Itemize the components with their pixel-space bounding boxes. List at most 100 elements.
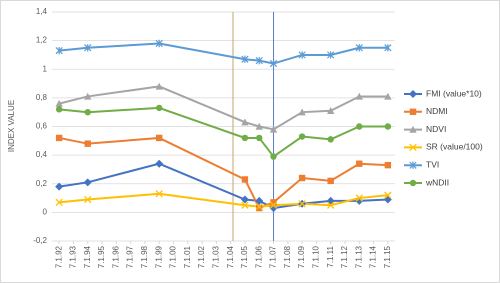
x-tick-label: 7.1.93 <box>69 245 78 268</box>
marker <box>384 44 392 52</box>
x-tick-label: 7.1.97 <box>126 245 135 268</box>
x-tick-label: 7.1.09 <box>297 245 306 268</box>
marker <box>409 143 417 152</box>
legend-text: NDVI <box>426 124 446 134</box>
marker <box>298 174 306 182</box>
y-tick-label: 1 <box>43 64 48 73</box>
y-tick-label: 0 <box>43 207 48 216</box>
marker <box>55 106 63 113</box>
x-tick-label: 7.1.04 <box>226 245 235 268</box>
marker <box>326 107 335 114</box>
marker <box>241 134 249 142</box>
series-line <box>59 192 388 208</box>
x-tick-label: 7.1.12 <box>340 245 349 268</box>
marker <box>241 55 249 63</box>
marker <box>270 153 277 160</box>
marker <box>84 92 92 100</box>
marker <box>384 191 392 199</box>
legend-text: wNDII <box>425 177 449 187</box>
marker <box>155 134 163 142</box>
marker <box>155 39 163 48</box>
x-tick-label: 7.1.07 <box>269 245 278 268</box>
y-axis-label: INDEX VALUE <box>7 100 16 152</box>
marker <box>298 200 306 208</box>
x-tick-label: 7.1.95 <box>97 245 106 268</box>
marker <box>409 90 417 98</box>
marker <box>269 201 278 209</box>
marker <box>355 194 363 202</box>
marker <box>155 159 164 168</box>
marker <box>298 133 306 140</box>
marker <box>355 92 363 100</box>
marker <box>355 196 364 205</box>
marker <box>409 108 417 115</box>
marker <box>241 201 249 209</box>
x-tick-label: 7.1.96 <box>111 245 120 268</box>
y-tick-label: 1,2 <box>36 36 48 45</box>
series-line <box>59 42 388 65</box>
marker <box>240 195 249 204</box>
marker <box>241 176 249 183</box>
x-tick-label: 7.1.06 <box>254 245 263 268</box>
marker <box>255 196 264 205</box>
marker <box>327 51 335 59</box>
x-tick-label: 7.1.03 <box>211 245 220 268</box>
marker <box>84 140 91 147</box>
marker <box>298 51 306 59</box>
marker <box>409 125 417 133</box>
marker <box>269 59 278 68</box>
marker <box>55 99 63 107</box>
marker <box>355 44 363 52</box>
x-tick-label: 7.1.14 <box>369 245 378 268</box>
y-tick-label: 0,2 <box>36 179 48 188</box>
y-tick-label: 1,4 <box>36 7 48 16</box>
x-tick-label: 7.1.10 <box>312 245 321 268</box>
legend-text: TVI <box>426 159 439 169</box>
marker <box>256 204 263 212</box>
x-tick-label: 7.1.02 <box>197 245 206 268</box>
marker <box>84 195 92 204</box>
x-tick-label: 7.1.94 <box>83 245 92 268</box>
marker <box>270 199 277 206</box>
marker <box>84 44 92 52</box>
marker <box>83 178 92 187</box>
marker <box>327 136 334 143</box>
x-tick-label: 7.1.99 <box>154 245 163 268</box>
legend-text: FMI (value*10) <box>426 88 482 98</box>
marker <box>55 46 63 55</box>
x-tick-label: 7.1.92 <box>54 245 63 268</box>
legend-text: SR (value/100) <box>426 142 483 152</box>
marker <box>384 123 392 130</box>
x-tick-label: 7.1.13 <box>354 245 363 268</box>
marker <box>155 190 163 198</box>
marker <box>255 56 263 65</box>
marker <box>155 104 163 112</box>
y-tick-label: 0,4 <box>36 150 48 159</box>
marker <box>55 182 64 191</box>
x-tick-label: 7.1.05 <box>240 245 249 268</box>
series-line <box>59 106 388 158</box>
marker <box>255 122 263 130</box>
series-line <box>58 85 388 131</box>
marker <box>269 204 278 213</box>
marker <box>269 125 278 133</box>
x-tick-label: 7.1.08 <box>283 245 292 268</box>
marker <box>384 161 392 169</box>
x-tick-label: 7.1.11 <box>326 245 335 267</box>
marker <box>55 134 63 142</box>
x-tick-label: 7.1.01 <box>183 245 192 268</box>
marker <box>256 134 263 142</box>
marker <box>356 123 363 130</box>
y-tick-label: -0,2 <box>33 236 47 245</box>
x-tick-label: 7.1.98 <box>140 245 149 268</box>
marker <box>327 177 334 185</box>
marker <box>409 161 417 169</box>
x-tick-label: 7.1.00 <box>169 245 178 268</box>
marker <box>241 118 249 126</box>
legend-text: NDMI <box>426 106 448 116</box>
marker <box>55 198 63 207</box>
marker <box>384 92 392 100</box>
marker <box>298 108 306 116</box>
marker <box>356 160 363 167</box>
